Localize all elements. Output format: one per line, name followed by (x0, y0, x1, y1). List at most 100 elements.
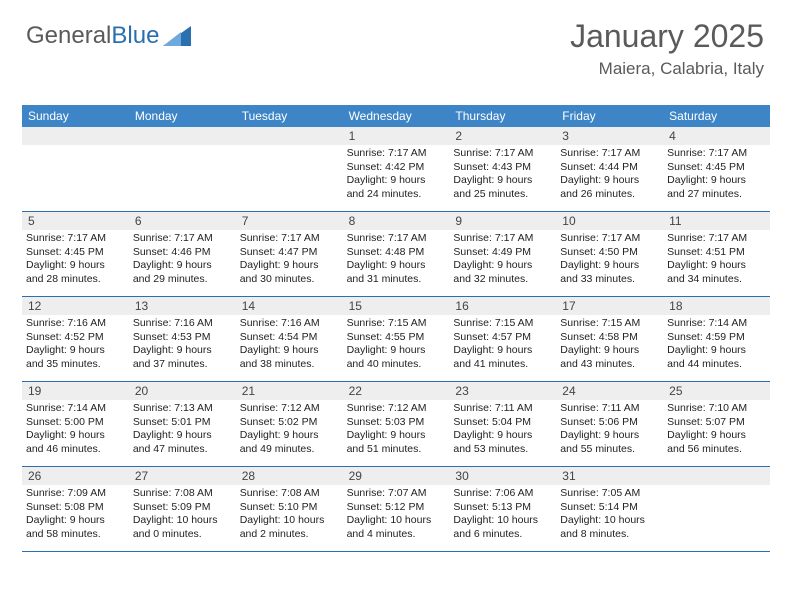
day-number: 11 (663, 212, 770, 230)
calendar-cell: 13Sunrise: 7:16 AMSunset: 4:53 PMDayligh… (129, 297, 236, 381)
dow-label: Tuesday (236, 105, 343, 127)
calendar-cell: 9Sunrise: 7:17 AMSunset: 4:49 PMDaylight… (449, 212, 556, 296)
day-number: 22 (343, 382, 450, 400)
dow-label: Wednesday (343, 105, 450, 127)
calendar-cell: 3Sunrise: 7:17 AMSunset: 4:44 PMDaylight… (556, 127, 663, 211)
day-info: Sunrise: 7:06 AMSunset: 5:13 PMDaylight:… (449, 485, 556, 546)
calendar-cell: 14Sunrise: 7:16 AMSunset: 4:54 PMDayligh… (236, 297, 343, 381)
day-info: Sunrise: 7:17 AMSunset: 4:47 PMDaylight:… (236, 230, 343, 291)
logo-text-2: Blue (111, 22, 159, 50)
day-info: Sunrise: 7:11 AMSunset: 5:06 PMDaylight:… (556, 400, 663, 461)
location-subtitle: Maiera, Calabria, Italy (570, 59, 764, 79)
calendar-cell: 5Sunrise: 7:17 AMSunset: 4:45 PMDaylight… (22, 212, 129, 296)
day-number: 21 (236, 382, 343, 400)
calendar-cell: 12Sunrise: 7:16 AMSunset: 4:52 PMDayligh… (22, 297, 129, 381)
calendar-cell: 11Sunrise: 7:17 AMSunset: 4:51 PMDayligh… (663, 212, 770, 296)
day-info: Sunrise: 7:11 AMSunset: 5:04 PMDaylight:… (449, 400, 556, 461)
calendar: SundayMondayTuesdayWednesdayThursdayFrid… (22, 105, 770, 552)
day-number-empty (663, 467, 770, 485)
title-block: January 2025 Maiera, Calabria, Italy (570, 18, 764, 79)
day-info: Sunrise: 7:08 AMSunset: 5:09 PMDaylight:… (129, 485, 236, 546)
day-number: 3 (556, 127, 663, 145)
calendar-cell: 16Sunrise: 7:15 AMSunset: 4:57 PMDayligh… (449, 297, 556, 381)
calendar-cell: 29Sunrise: 7:07 AMSunset: 5:12 PMDayligh… (343, 467, 450, 551)
day-info: Sunrise: 7:17 AMSunset: 4:42 PMDaylight:… (343, 145, 450, 206)
calendar-cell (663, 467, 770, 551)
day-number: 13 (129, 297, 236, 315)
calendar-cell: 18Sunrise: 7:14 AMSunset: 4:59 PMDayligh… (663, 297, 770, 381)
day-info: Sunrise: 7:17 AMSunset: 4:43 PMDaylight:… (449, 145, 556, 206)
day-number: 26 (22, 467, 129, 485)
calendar-week: 1Sunrise: 7:17 AMSunset: 4:42 PMDaylight… (22, 127, 770, 212)
day-info: Sunrise: 7:13 AMSunset: 5:01 PMDaylight:… (129, 400, 236, 461)
day-info: Sunrise: 7:16 AMSunset: 4:53 PMDaylight:… (129, 315, 236, 376)
day-number: 6 (129, 212, 236, 230)
day-info: Sunrise: 7:17 AMSunset: 4:45 PMDaylight:… (22, 230, 129, 291)
day-info: Sunrise: 7:17 AMSunset: 4:51 PMDaylight:… (663, 230, 770, 291)
day-number: 9 (449, 212, 556, 230)
calendar-cell: 7Sunrise: 7:17 AMSunset: 4:47 PMDaylight… (236, 212, 343, 296)
day-number: 19 (22, 382, 129, 400)
day-number: 17 (556, 297, 663, 315)
calendar-cell: 8Sunrise: 7:17 AMSunset: 4:48 PMDaylight… (343, 212, 450, 296)
day-number: 15 (343, 297, 450, 315)
day-number: 10 (556, 212, 663, 230)
day-info: Sunrise: 7:15 AMSunset: 4:55 PMDaylight:… (343, 315, 450, 376)
calendar-cell: 6Sunrise: 7:17 AMSunset: 4:46 PMDaylight… (129, 212, 236, 296)
day-info: Sunrise: 7:14 AMSunset: 4:59 PMDaylight:… (663, 315, 770, 376)
day-number: 25 (663, 382, 770, 400)
day-number: 5 (22, 212, 129, 230)
day-info: Sunrise: 7:17 AMSunset: 4:50 PMDaylight:… (556, 230, 663, 291)
day-info: Sunrise: 7:12 AMSunset: 5:02 PMDaylight:… (236, 400, 343, 461)
calendar-cell: 23Sunrise: 7:11 AMSunset: 5:04 PMDayligh… (449, 382, 556, 466)
calendar-cell: 31Sunrise: 7:05 AMSunset: 5:14 PMDayligh… (556, 467, 663, 551)
calendar-cell: 1Sunrise: 7:17 AMSunset: 4:42 PMDaylight… (343, 127, 450, 211)
calendar-cell: 21Sunrise: 7:12 AMSunset: 5:02 PMDayligh… (236, 382, 343, 466)
dow-label: Sunday (22, 105, 129, 127)
day-number: 2 (449, 127, 556, 145)
calendar-cell: 27Sunrise: 7:08 AMSunset: 5:09 PMDayligh… (129, 467, 236, 551)
dow-label: Monday (129, 105, 236, 127)
day-info: Sunrise: 7:12 AMSunset: 5:03 PMDaylight:… (343, 400, 450, 461)
day-number: 12 (22, 297, 129, 315)
calendar-cell: 19Sunrise: 7:14 AMSunset: 5:00 PMDayligh… (22, 382, 129, 466)
calendar-cell: 30Sunrise: 7:06 AMSunset: 5:13 PMDayligh… (449, 467, 556, 551)
calendar-cell: 15Sunrise: 7:15 AMSunset: 4:55 PMDayligh… (343, 297, 450, 381)
day-number-empty (129, 127, 236, 145)
calendar-week: 19Sunrise: 7:14 AMSunset: 5:00 PMDayligh… (22, 382, 770, 467)
day-info: Sunrise: 7:17 AMSunset: 4:46 PMDaylight:… (129, 230, 236, 291)
day-number: 28 (236, 467, 343, 485)
day-info: Sunrise: 7:14 AMSunset: 5:00 PMDaylight:… (22, 400, 129, 461)
day-info: Sunrise: 7:10 AMSunset: 5:07 PMDaylight:… (663, 400, 770, 461)
day-number: 23 (449, 382, 556, 400)
month-year-title: January 2025 (570, 18, 764, 55)
dow-label: Thursday (449, 105, 556, 127)
day-number: 16 (449, 297, 556, 315)
calendar-week: 26Sunrise: 7:09 AMSunset: 5:08 PMDayligh… (22, 467, 770, 552)
day-info: Sunrise: 7:08 AMSunset: 5:10 PMDaylight:… (236, 485, 343, 546)
logo: GeneralBlue (26, 22, 191, 50)
logo-triangle-icon (163, 26, 191, 46)
day-number: 29 (343, 467, 450, 485)
calendar-cell: 17Sunrise: 7:15 AMSunset: 4:58 PMDayligh… (556, 297, 663, 381)
day-number: 8 (343, 212, 450, 230)
calendar-cell (22, 127, 129, 211)
day-info: Sunrise: 7:16 AMSunset: 4:52 PMDaylight:… (22, 315, 129, 376)
day-number: 14 (236, 297, 343, 315)
calendar-cell: 26Sunrise: 7:09 AMSunset: 5:08 PMDayligh… (22, 467, 129, 551)
day-info: Sunrise: 7:07 AMSunset: 5:12 PMDaylight:… (343, 485, 450, 546)
day-number: 7 (236, 212, 343, 230)
day-number-empty (236, 127, 343, 145)
calendar-cell: 10Sunrise: 7:17 AMSunset: 4:50 PMDayligh… (556, 212, 663, 296)
day-number: 20 (129, 382, 236, 400)
dow-label: Friday (556, 105, 663, 127)
day-info: Sunrise: 7:15 AMSunset: 4:58 PMDaylight:… (556, 315, 663, 376)
day-number: 18 (663, 297, 770, 315)
day-number: 24 (556, 382, 663, 400)
calendar-cell: 25Sunrise: 7:10 AMSunset: 5:07 PMDayligh… (663, 382, 770, 466)
day-info: Sunrise: 7:17 AMSunset: 4:45 PMDaylight:… (663, 145, 770, 206)
calendar-cell (129, 127, 236, 211)
calendar-cell: 4Sunrise: 7:17 AMSunset: 4:45 PMDaylight… (663, 127, 770, 211)
day-info: Sunrise: 7:09 AMSunset: 5:08 PMDaylight:… (22, 485, 129, 546)
day-info: Sunrise: 7:16 AMSunset: 4:54 PMDaylight:… (236, 315, 343, 376)
